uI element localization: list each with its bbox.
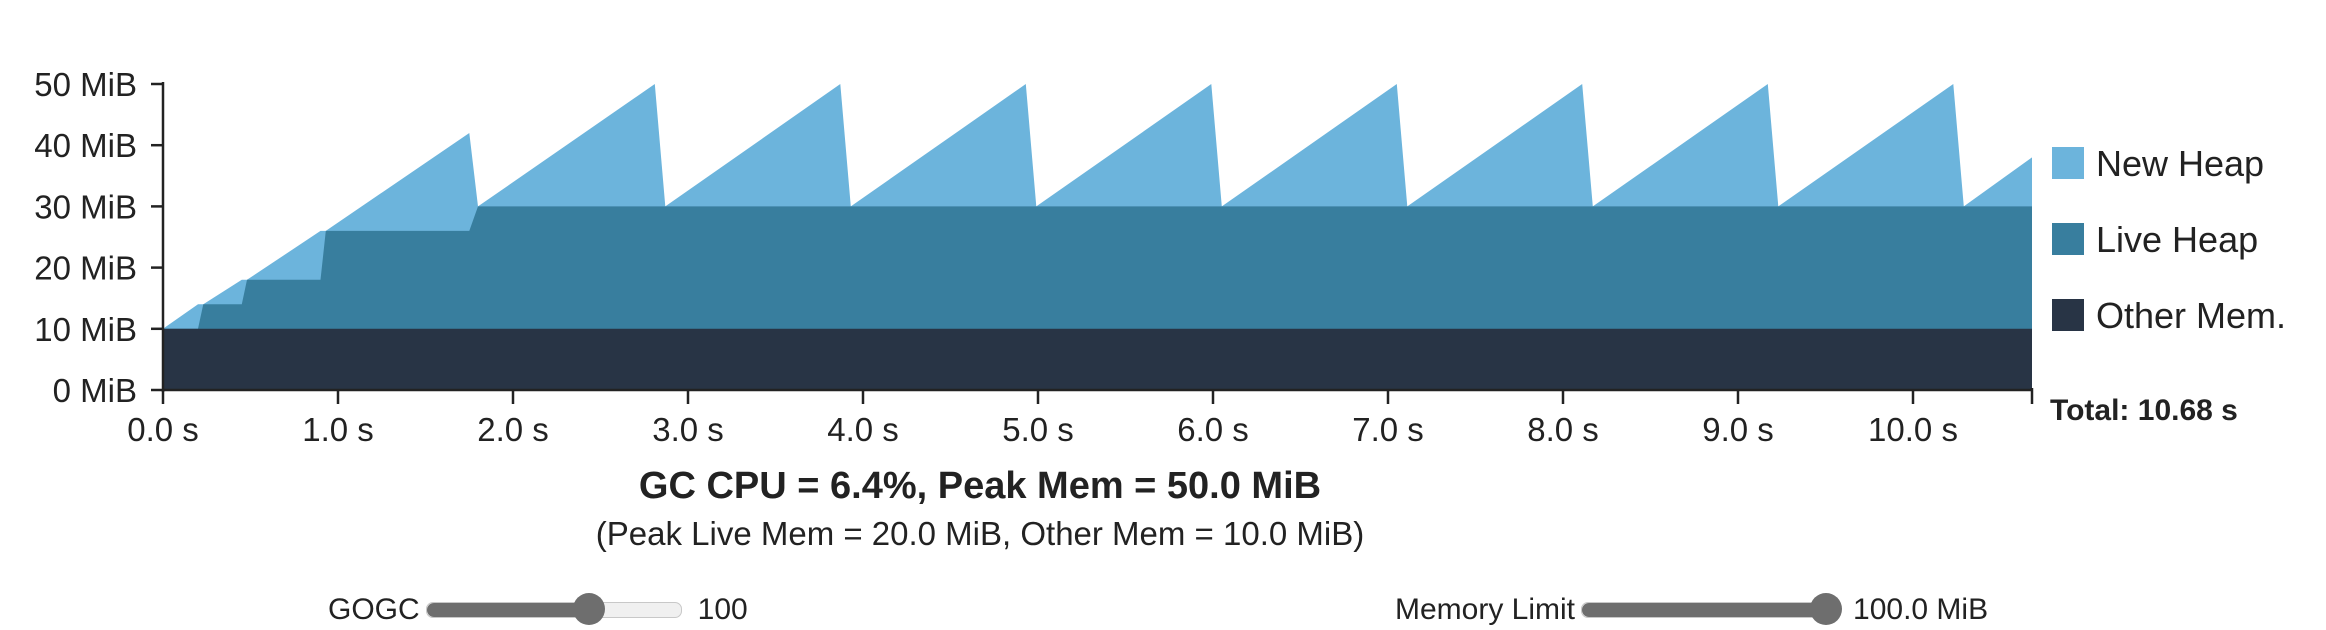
legend-swatch-other-mem [2052,299,2084,331]
x-tick-label: 1.0 s [302,411,374,448]
gogc-slider-thumb[interactable] [573,593,606,625]
gogc-value: 100 [697,593,748,626]
area-other-mem [163,328,2032,390]
y-tick-label: 0 MiB [53,372,137,409]
memory-limit-slider[interactable] [1581,593,1843,625]
peak-details: (Peak Live Mem = 20.0 MiB, Other Mem = 1… [595,515,1365,552]
gogc-slider[interactable] [425,593,682,625]
y-tick-label: 40 MiB [34,127,137,164]
x-tick-label: 2.0 s [477,411,549,448]
legend-label-live-heap: Live Heap [2096,219,2258,260]
x-tick-label: 4.0 s [827,411,899,448]
legend-swatch-live-heap [2052,223,2084,255]
x-tick-label: 0.0 s [127,411,199,448]
gc-summary: GC CPU = 6.4%, Peak Mem = 50.0 MiB [638,465,1322,507]
x-tick-label: 7.0 s [1352,411,1424,448]
gogc-slider-fill [426,603,590,617]
chart-legend: New Heap Live Heap Other Mem. [2052,143,2286,336]
y-tick-label: 10 MiB [34,311,137,348]
x-tick-label: 8.0 s [1527,411,1599,448]
legend-label-new-heap: New Heap [2096,143,2264,184]
legend-swatch-new-heap [2052,147,2084,179]
memory-limit-slider-fill [1582,603,1827,617]
y-tick-label: 30 MiB [34,188,137,225]
y-tick-label: 20 MiB [34,250,137,287]
legend-label-other-mem: Other Mem. [2096,295,2286,336]
chart-areas [163,84,2032,390]
x-tick-label: 5.0 s [1002,411,1074,448]
memory-limit-value: 100.0 MiB [1853,593,1989,626]
memory-limit-label: Memory Limit [1395,593,1576,626]
x-tick-label: 3.0 s [652,411,724,448]
x-tick-label: 6.0 s [1177,411,1249,448]
memory-chart: 0 MiB 10 MiB 20 MiB 30 MiB 40 MiB 50 MiB 0.0 s… [34,66,2286,448]
gogc-control: GOGC 100 [328,590,748,630]
y-tick-label: 50 MiB [34,66,137,103]
memory-limit-control: Memory Limit 100.0 MiB [1395,590,1988,630]
total-time-label: Total: 10.68 s [2050,394,2238,427]
chart-axes: 0 MiB 10 MiB 20 MiB 30 MiB 40 MiB 50 MiB 0.0 s… [34,66,2034,448]
x-tick-label: 10.0 s [1868,411,1958,448]
memory-limit-slider-thumb[interactable] [1810,593,1843,625]
gogc-label: GOGC [328,593,420,626]
x-tick-label: 9.0 s [1702,411,1774,448]
